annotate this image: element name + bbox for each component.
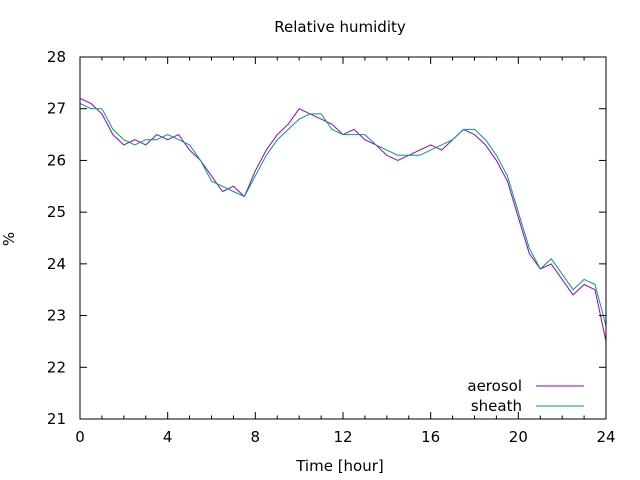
y-tick-label: 21 [47, 410, 66, 428]
y-tick-label: 25 [47, 203, 66, 221]
chart-title: Relative humidity [274, 18, 406, 36]
x-tick-label: 0 [75, 428, 85, 446]
legend-label-sheath: sheath [471, 397, 522, 415]
y-tick-label: 27 [47, 100, 66, 118]
series-line-sheath [79, 103, 607, 327]
y-tick-label: 28 [47, 48, 66, 66]
y-tick-label: 26 [47, 151, 66, 169]
x-tick-label: 24 [596, 428, 615, 446]
axis-ticks: 0 4 8 12 16 20 24 21 22 23 24 25 26 27 28 [47, 48, 616, 446]
plot-area [79, 97, 607, 342]
plot-frame [79, 56, 607, 420]
x-tick-label: 8 [251, 428, 261, 446]
x-tick-label: 20 [509, 428, 528, 446]
y-tick-label: 24 [47, 255, 66, 273]
legend: aerosol sheath [467, 377, 584, 415]
y-axis-label: % [0, 232, 18, 246]
y-tick-label: 23 [47, 307, 66, 325]
legend-label-aerosol: aerosol [467, 377, 522, 395]
x-tick-label: 16 [421, 428, 440, 446]
x-tick-label: 12 [333, 428, 352, 446]
y-tick-label: 22 [47, 358, 66, 376]
x-axis-label: Time [hour] [295, 457, 384, 475]
x-tick-label: 4 [163, 428, 173, 446]
